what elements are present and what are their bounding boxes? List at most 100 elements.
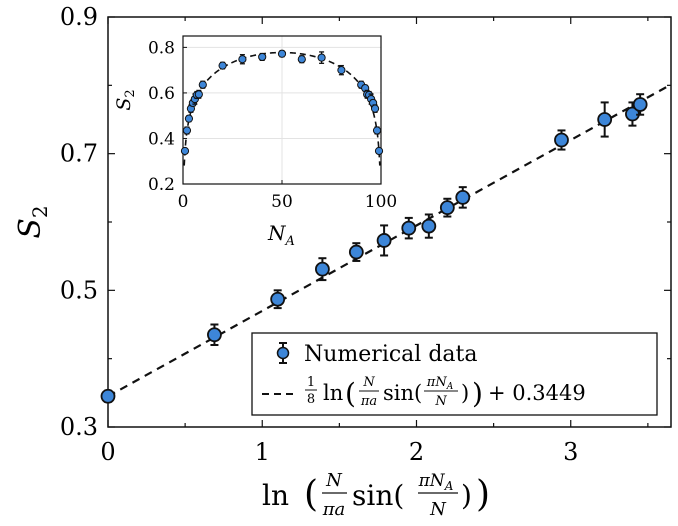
inset-marker	[184, 114, 194, 123]
inset-x-tick-label: 100	[365, 192, 397, 212]
main-y-tick-label: 0.9	[60, 3, 98, 31]
main-y-tick-label: 0.3	[60, 413, 98, 441]
main-marker	[315, 261, 330, 277]
inset-marker	[297, 55, 306, 64]
inset-marker	[198, 80, 207, 89]
main-marker	[554, 132, 569, 148]
legend-label-fit: 1 8 ln ( N πa sin( πNA N ) ) + 0.3449	[305, 375, 586, 410]
svg-text:N: N	[434, 394, 447, 409]
svg-text:πNA: πNA	[426, 375, 454, 392]
svg-text:): )	[472, 377, 483, 410]
main-data-point	[207, 323, 222, 346]
svg-text:πNA: πNA	[418, 471, 454, 493]
inset-x-tick-label: 0	[178, 192, 189, 212]
legend-label-data: Numerical data	[304, 342, 477, 367]
svg-text:N: N	[362, 375, 375, 390]
svg-text:sin(: sin(	[383, 381, 422, 405]
inset-data-point	[182, 126, 192, 135]
main-marker	[207, 327, 222, 343]
inset-y-tick-label: 0.2	[148, 175, 175, 195]
main-marker	[401, 220, 417, 236]
inset-marker	[238, 55, 247, 64]
svg-text:S2: S2	[13, 205, 52, 238]
inset-x-tick-label: 50	[271, 192, 293, 212]
inset-data-point	[258, 52, 267, 62]
inset-data-point	[184, 114, 194, 123]
main-data-point	[439, 197, 455, 218]
main-data-point	[455, 186, 471, 209]
legend-marker-data	[276, 342, 290, 364]
legend: Numerical data 1 8 ln ( N πa sin( πNA N …	[251, 332, 658, 416]
inset-marker	[277, 49, 287, 58]
inset-marker	[372, 126, 382, 135]
x-label-frac2-num: πN	[418, 471, 446, 491]
main-data-point	[315, 257, 330, 282]
x-label-lparen: (	[304, 474, 318, 515]
inset-data-point	[317, 51, 326, 64]
x-label-sin: sin(	[352, 479, 404, 512]
inset-data-point	[370, 104, 380, 113]
main-marker	[632, 97, 648, 112]
main-marker	[455, 189, 471, 205]
legend-fit-const: + 0.3449	[488, 381, 586, 405]
inset-marker	[374, 146, 384, 156]
inset-y-label-sub: 2	[123, 89, 138, 97]
main-data-points	[100, 93, 648, 404]
inset-marker	[337, 66, 346, 75]
inset-data-point	[194, 89, 203, 99]
main-y-tick-label: 0.5	[60, 276, 98, 304]
main-data-point	[376, 224, 392, 257]
main-marker	[597, 112, 613, 127]
inset-x-label-sub: A	[285, 234, 295, 249]
main-x-tick-label: 2	[409, 438, 424, 466]
inset-data-point	[374, 146, 384, 156]
inset-data-point	[277, 49, 287, 58]
x-label-close: )	[461, 479, 472, 512]
x-label-frac1-num: N	[325, 470, 343, 491]
inset-data-points	[180, 49, 384, 156]
inset-marker	[180, 146, 190, 156]
svg-text:(: (	[345, 377, 356, 410]
inset-data-point	[180, 146, 190, 156]
main-x-tick-label: 1	[255, 438, 270, 466]
main-data-point	[401, 216, 417, 240]
inset-data-point	[238, 54, 247, 65]
svg-text:S2: S2	[113, 89, 138, 110]
main-marker	[421, 218, 437, 234]
main-marker	[348, 244, 364, 260]
x-label-frac2-num-sub: A	[444, 479, 454, 493]
main-data-point	[348, 242, 364, 262]
main-data-point	[421, 213, 437, 239]
inset-data-point	[337, 64, 346, 76]
main-data-point	[632, 93, 648, 116]
inset-data-point	[218, 61, 227, 70]
svg-text:8: 8	[307, 392, 315, 407]
main-data-point	[270, 289, 286, 310]
inset-marker	[370, 104, 380, 113]
y-axis-label-sub: 2	[28, 205, 52, 218]
inset-y-label-main: S	[113, 98, 135, 111]
inset-x-label: NA	[267, 221, 295, 249]
inset-marker	[218, 61, 227, 70]
inset-grid	[183, 36, 381, 184]
main-data-point	[554, 129, 569, 151]
x-axis-label: ln ( N πa sin( πNA N ) )	[262, 470, 490, 520]
inset-y-tick-label: 0.8	[148, 38, 175, 58]
inset-marker	[182, 126, 192, 135]
main-y-tick-label: 0.7	[60, 140, 98, 168]
y-axis-label: S2	[13, 205, 52, 238]
svg-text:1: 1	[307, 375, 315, 390]
main-x-tick-label: 3	[563, 438, 578, 466]
x-label-frac1-den: πa	[322, 499, 346, 520]
inset-data-point	[297, 55, 306, 64]
main-marker	[270, 291, 286, 307]
main-axis-ticks: 0 1 2 3 0.3 0.5 0.7 0.9	[60, 3, 671, 466]
main-marker	[376, 233, 392, 248]
svg-text:πa: πa	[360, 394, 377, 409]
main-x-tick-label: 0	[100, 438, 115, 466]
inset-marker	[258, 52, 267, 62]
inset-x-label-main: N	[267, 221, 287, 245]
svg-text:): )	[461, 381, 469, 405]
legend-fit-ln: ln	[323, 381, 343, 405]
